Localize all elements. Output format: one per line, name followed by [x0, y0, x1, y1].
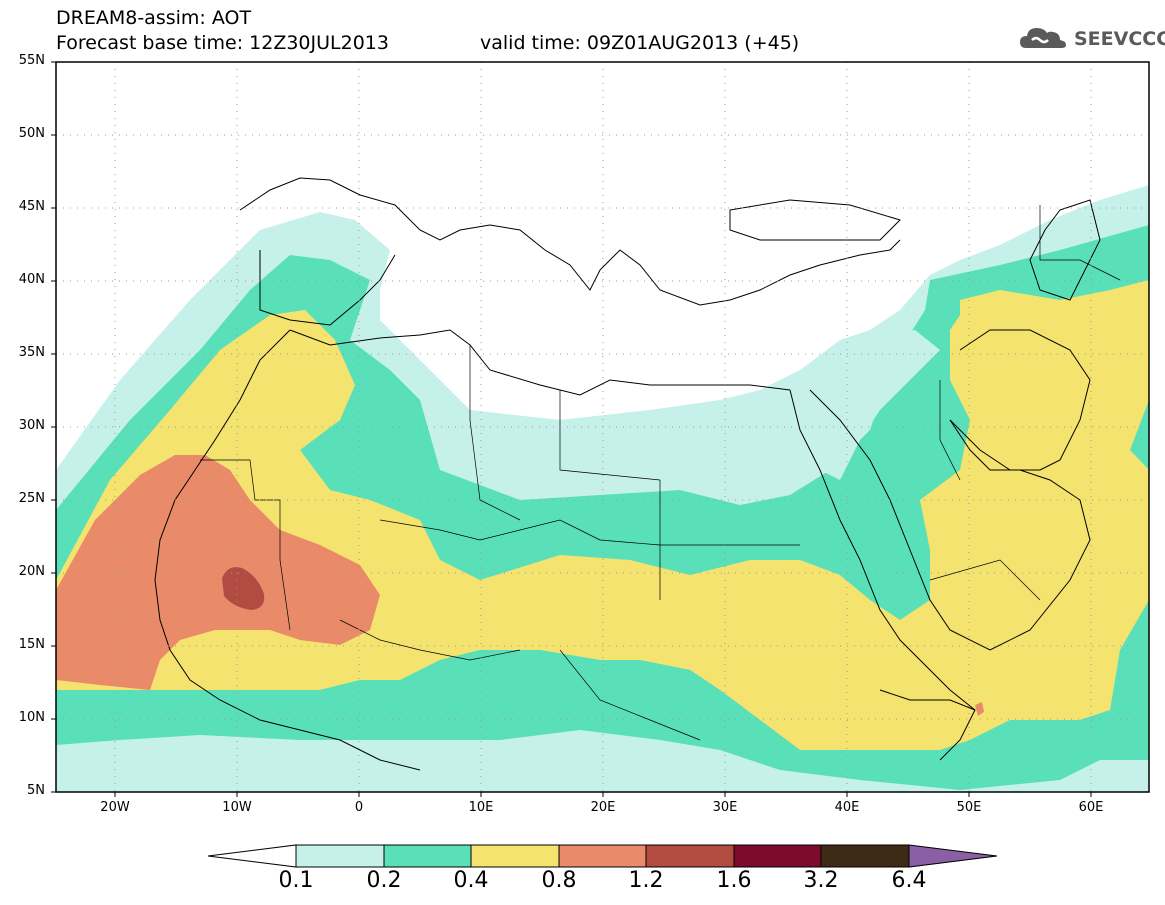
lat-label: 30N: [18, 418, 45, 433]
cloud-logo-icon: [1020, 28, 1066, 48]
colorbar-swatch-2: [383, 844, 472, 868]
lat-label: 25N: [18, 491, 45, 506]
colorbar-swatch-5: [645, 844, 735, 868]
lat-label: 15N: [18, 637, 45, 652]
lon-label: 0: [354, 800, 364, 815]
logo-text: SEEVCCC: [1074, 28, 1165, 50]
axis-ticks: [51, 61, 1092, 797]
country-borders: [200, 205, 1121, 741]
lon-label: 10W: [222, 800, 252, 815]
colorbar-label: 0.4: [453, 868, 489, 893]
lat-label: 35N: [18, 345, 45, 360]
colorbar-label: 3.2: [803, 868, 839, 893]
colorbar-swatch-7: [820, 844, 910, 868]
lat-label: 20N: [18, 564, 45, 579]
valid-time: valid time: 09Z01AUG2013 (+45): [480, 32, 800, 54]
colorbar-label: 0.2: [366, 868, 402, 893]
lon-label: 50E: [956, 800, 982, 815]
map-title: DREAM8-assim: AOT: [56, 7, 252, 29]
lat-label: 40N: [18, 272, 45, 287]
aot-contour-0.4-east: [960, 290, 1140, 440]
colorbar-label: 0.1: [278, 868, 314, 893]
colorbar-label: 1.6: [716, 868, 752, 893]
colorbar: [207, 844, 998, 868]
colorbar-under: [207, 844, 297, 868]
gridlines: [56, 62, 1149, 792]
colorbar-swatch-1: [295, 844, 385, 868]
colorbar-swatch-6: [733, 844, 822, 868]
colorbar-swatch-4: [558, 844, 647, 868]
aot-contour-0.8-horn: [975, 702, 984, 716]
lon-label: 10E: [468, 800, 494, 815]
lon-label: 20E: [590, 800, 616, 815]
aot-contour-1.2: [222, 567, 265, 610]
lat-label: 5N: [27, 783, 45, 798]
lon-label: 60E: [1078, 800, 1104, 815]
lon-label: 40E: [834, 800, 860, 815]
colorbar-swatch-3: [470, 844, 560, 868]
colorbar-over: [908, 844, 998, 868]
lat-label: 50N: [18, 126, 45, 141]
aot-contour-0.1-south: [56, 730, 1149, 792]
colorbar-label: 6.4: [891, 868, 927, 893]
lon-label: 20W: [100, 800, 130, 815]
colorbar-label: 0.8: [541, 868, 577, 893]
lon-label: 30E: [712, 800, 738, 815]
colorbar-label: 1.2: [628, 868, 664, 893]
lat-label: 10N: [18, 710, 45, 725]
aot-contour-0.1-patch: [820, 330, 940, 480]
forecast-base-time: Forecast base time: 12Z30JUL2013: [56, 32, 389, 54]
lat-label: 55N: [18, 53, 45, 68]
coastlines: [154, 177, 1101, 771]
lat-label: 45N: [18, 199, 45, 214]
